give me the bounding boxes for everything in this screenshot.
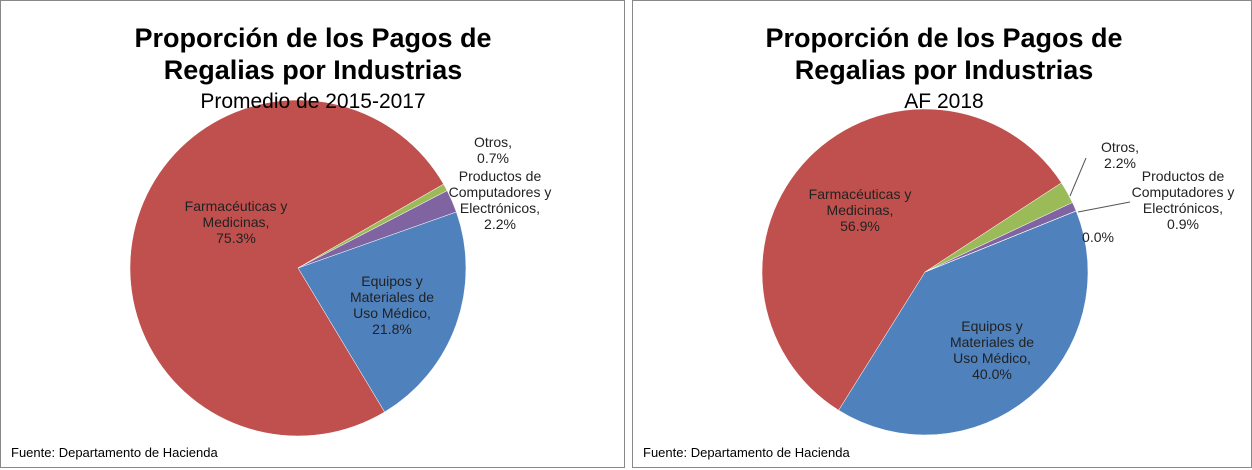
label-value: 40.0% (972, 366, 1012, 382)
data-label: 0.0% (1043, 229, 1153, 245)
data-label: Productos de Computadores y Electrónicos… (1118, 168, 1248, 232)
data-label: Productos de Computadores y Electrónicos… (435, 168, 565, 232)
label-name: Farmacéuticas y Medicinas, (808, 186, 912, 218)
label-name: Equipos y Materiales de Uso Médico, (349, 273, 435, 321)
leader-line (1069, 157, 1087, 197)
label-value: 0.0% (1082, 229, 1114, 245)
panel (0, 0, 625, 468)
label-value: 0.7% (477, 150, 509, 166)
pie-slice (129, 99, 444, 437)
label-value: 56.9% (840, 218, 880, 234)
data-label: Farmacéuticas y Medicinas, 75.3% (181, 198, 291, 246)
chart-title: Proporción de los Pagos de Regalias por … (765, 23, 1123, 85)
chart-subtitle: AF 2018 (904, 90, 984, 113)
label-value: 75.3% (216, 230, 256, 246)
data-label: Farmacéuticas y Medicinas, 56.9% (805, 186, 915, 234)
label-name: Otros, (473, 134, 513, 150)
data-label: Equipos y Materiales de Uso Médico, 40.0% (937, 318, 1047, 382)
data-label: Otros, 2.2% (1065, 139, 1175, 171)
chart-subtitle: Promedio de 2015-2017 (200, 90, 426, 113)
pie-slice (761, 108, 1062, 411)
pie-slice (297, 211, 467, 413)
source-note: Fuente: Departamento de Hacienda (643, 445, 850, 460)
label-name: Equipos y Materiales de Uso Médico, (949, 318, 1035, 366)
data-label: Equipos y Materiales de Uso Médico, 21.8% (337, 273, 447, 337)
label-name: Productos de Computadores y Electrónicos… (1131, 168, 1235, 216)
pie-slice (297, 190, 457, 269)
data-label: Otros, 0.7% (438, 134, 548, 166)
label-value: 21.8% (372, 321, 412, 337)
leader-line (1077, 201, 1131, 213)
label-name: Productos de Computadores y Electrónicos… (448, 168, 552, 216)
label-name: Otros, (1100, 139, 1140, 155)
label-value: 0.9% (1167, 216, 1199, 232)
pie-slice (838, 210, 1089, 436)
pie-slice (924, 210, 1077, 273)
label-value: 2.2% (484, 216, 516, 232)
source-note: Fuente: Departamento de Hacienda (11, 445, 218, 460)
label-name: Farmacéuticas y Medicinas, (184, 198, 288, 230)
label-value: 2.2% (1104, 155, 1136, 171)
chart-title: Proporción de los Pagos de Regalias por … (134, 23, 492, 85)
